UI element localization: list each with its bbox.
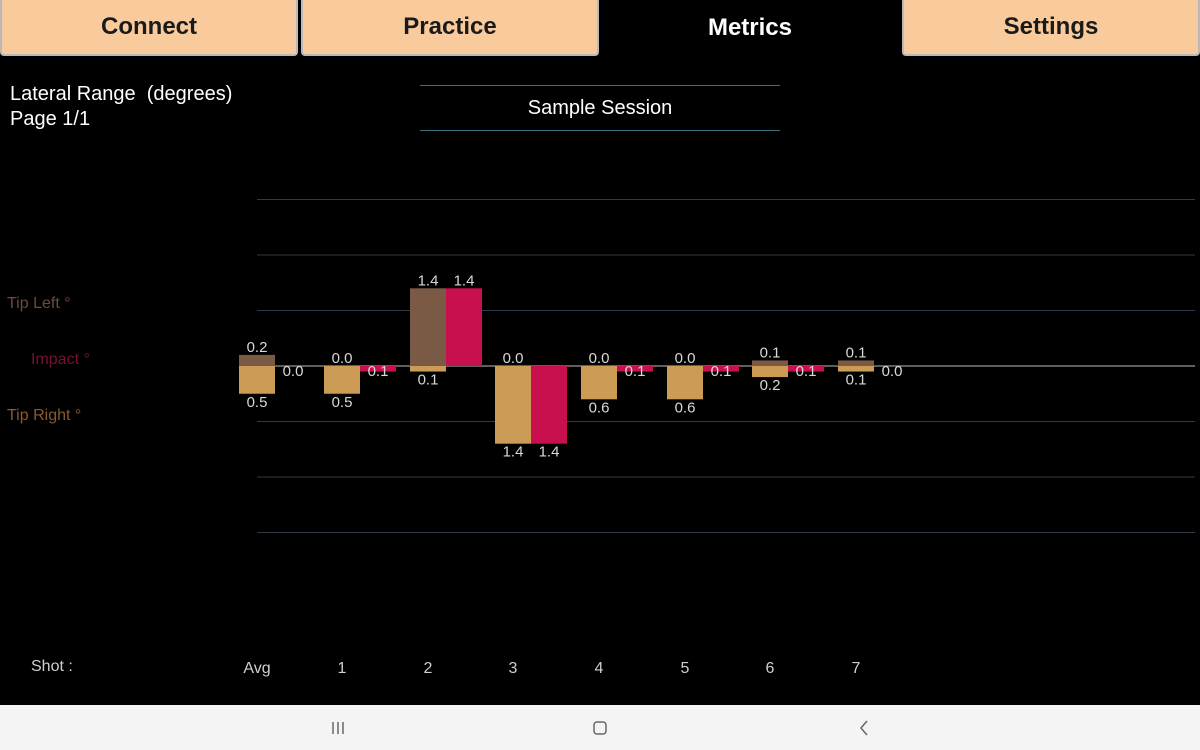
back-icon — [860, 720, 868, 735]
tab-practice[interactable]: Practice — [301, 0, 599, 56]
impact-value-label: 0.1 — [368, 363, 389, 380]
tip-right-axis-label: Tip Right ° — [7, 407, 82, 424]
tip-left-bar — [752, 360, 788, 366]
tip-right-value-label: 1.4 — [503, 444, 524, 461]
tip-right-value-label: 0.6 — [675, 399, 696, 416]
home-icon — [593, 720, 607, 735]
shot-category-label: 7 — [852, 660, 861, 677]
shot-category-label: 2 — [424, 660, 433, 677]
impact-bar — [360, 366, 396, 372]
impact-bar — [617, 366, 653, 372]
impact-value-label: 1.4 — [539, 444, 560, 461]
tip-right-value-label: 0.1 — [418, 372, 439, 389]
recent-apps-button[interactable] — [308, 705, 368, 750]
tip-left-bar — [410, 288, 446, 366]
tab-bar: Connect Practice Metrics Settings — [0, 0, 1200, 58]
tip-right-bar — [838, 366, 874, 372]
page-indicator: Page 1/1 — [10, 108, 91, 130]
tip-left-bar — [838, 360, 874, 366]
session-title[interactable]: Sample Session — [420, 85, 780, 131]
page-title: Lateral Range (degrees) — [10, 83, 233, 105]
tip-left-value-label: 0.1 — [760, 344, 781, 361]
tab-metrics[interactable]: Metrics — [600, 0, 900, 56]
tip-left-axis-label: Tip Left ° — [7, 295, 71, 312]
back-button[interactable] — [834, 705, 894, 750]
tip-right-bar — [324, 366, 360, 394]
impact-bar — [446, 288, 482, 366]
tip-left-value-label: 0.0 — [675, 350, 696, 367]
tip-right-bar — [752, 366, 788, 378]
impact-value-label: 0.0 — [882, 363, 903, 380]
tip-right-value-label: 0.5 — [332, 394, 353, 411]
tip-right-bar — [581, 366, 617, 400]
tip-left-bar — [239, 354, 275, 366]
shot-category-label: 6 — [766, 660, 775, 677]
tip-right-bar — [239, 366, 275, 394]
shot-category-label: Avg — [243, 660, 270, 677]
shot-category-label: 5 — [681, 660, 690, 677]
impact-bar — [788, 366, 824, 372]
tab-connect[interactable]: Connect — [0, 0, 298, 56]
system-nav-bar — [0, 705, 1200, 750]
lateral-range-chart: 0.2 0.5 0.0 Avg 0.0 0.5 0.1 1 1.4 0.1 1.4 2 0.0 1.4 1.… — [239, 199, 1195, 677]
home-button[interactable] — [570, 705, 630, 750]
impact-value-label: 1.4 — [454, 272, 475, 289]
tip-left-value-label: 0.0 — [503, 350, 524, 367]
tip-right-bar — [410, 366, 446, 372]
impact-axis-label: Impact ° — [31, 351, 90, 368]
tip-left-value-label: 0.2 — [247, 339, 268, 356]
recent-apps-icon — [332, 721, 344, 734]
impact-value-label: 0.1 — [796, 363, 817, 380]
shot-category-label: 1 — [338, 660, 347, 677]
tip-left-value-label: 1.4 — [418, 272, 439, 289]
impact-bar — [531, 366, 567, 444]
tip-right-bar — [667, 366, 703, 400]
tab-settings[interactable]: Settings — [902, 0, 1200, 56]
tip-right-value-label: 0.5 — [247, 394, 268, 411]
tip-left-value-label: 0.0 — [589, 350, 610, 367]
impact-value-label: 0.1 — [711, 363, 732, 380]
impact-value-label: 0.1 — [625, 363, 646, 380]
shot-category-label: 3 — [509, 660, 518, 677]
tip-right-value-label: 0.2 — [760, 377, 781, 394]
tip-left-value-label: 0.1 — [846, 344, 867, 361]
tip-right-value-label: 0.1 — [846, 372, 867, 389]
tip-left-value-label: 0.0 — [332, 350, 353, 367]
impact-bar — [703, 366, 739, 372]
shot-category-label: 4 — [595, 660, 604, 677]
impact-value-label: 0.0 — [283, 363, 304, 380]
tip-right-value-label: 0.6 — [589, 399, 610, 416]
shot-axis-label: Shot : — [31, 658, 73, 675]
tip-right-bar — [495, 366, 531, 444]
